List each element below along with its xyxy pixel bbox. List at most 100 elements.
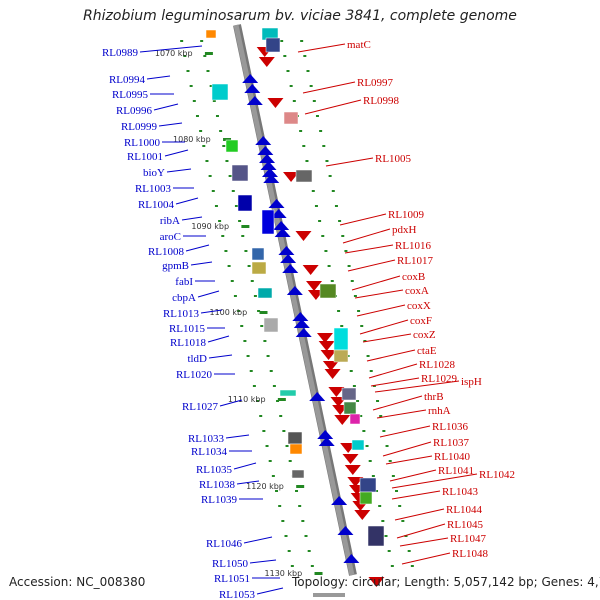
forward-gene-arrow [292,312,309,321]
scale-dash [298,505,302,507]
scale-dash [234,205,238,207]
scale-dash [331,190,335,192]
gene-category-block [351,439,365,451]
forward-gene-arrow [293,319,310,328]
scale-dash [278,505,282,507]
scale-dash [315,115,319,117]
scale-dash [228,175,232,177]
scale-dash [183,55,187,57]
scale-dash [252,385,256,387]
scale-dash [328,175,332,177]
gene-category-block [257,287,273,299]
gene-leader-line [166,168,192,173]
scale-dash [375,490,379,492]
scale-dash [390,565,394,567]
scale-dash [209,85,213,87]
scale-dash [272,385,276,387]
scale-dash [401,520,405,522]
gene-label-coxf: coxF [410,315,432,327]
scale-dash [271,475,275,477]
forward-gene-arrow [318,437,335,446]
gene-leader-line [325,157,374,167]
gene-category-block [295,169,313,183]
gene-label-rl0989: RL0989 [102,47,139,59]
scale-dash [352,385,356,387]
gene-category-block [289,443,303,455]
scale-dash [286,70,290,72]
scale-dash [357,310,361,312]
gene-label-tldd: tldD [187,353,207,365]
gene-leader-line [243,536,273,544]
gene-label-thrb: thrB [424,391,444,403]
gene-label-coxb: coxB [402,271,425,283]
gene-category-block [261,209,275,235]
scale-dash [311,190,315,192]
scale-dash [202,145,206,147]
forward-gene-arrow [280,254,297,263]
forward-gene-arrow [246,96,263,105]
scale-dash [407,550,411,552]
scale-dash [353,295,357,297]
scale-dash [391,475,395,477]
kbp-tick-label: 1070 kbp [155,49,193,58]
scale-dash [219,130,223,132]
gene-leader-line [359,319,409,335]
gene-label-rl1046: RL1046 [206,538,243,550]
scale-dash [371,475,375,477]
scale-dash [299,130,303,132]
gene-leader-line [175,197,199,205]
scale-dash [327,265,331,267]
genome-summary-text: Topology: circular; Length: 5,057,142 bp… [292,575,600,589]
gene-label-rl1038: RL1038 [199,479,236,491]
gene-leader-line [394,508,445,521]
gene-category-block [283,111,299,125]
gene-leader-line [370,377,420,387]
forward-gene-arrow [259,154,276,163]
label-layer: 1070 kbp 1080 kbp 1090 kbp 1100 kbp 1110 kbp… [102,39,515,600]
scale-dash [372,385,376,387]
gene-leader-line [379,425,431,438]
gene-label-rl1053: RL1053 [219,589,256,600]
gene-category-block [263,317,279,333]
scale-dash [309,85,313,87]
gene-label-rl1043: RL1043 [442,486,479,498]
scale-dash [287,550,291,552]
forward-gene-arrow [260,161,277,170]
scale-dash [304,535,308,537]
forward-gene-arrow [278,246,295,255]
scale-dash [180,40,184,42]
gene-leader-line [256,587,284,595]
reverse-gene-arrow [295,231,312,241]
gene-leader-line [372,395,423,411]
gene-label-ctae: ctaE [417,345,437,357]
scale-dash [330,280,334,282]
gene-label-isph: ispH [461,376,482,388]
gene-leader-line [382,441,432,457]
scale-dash [379,415,383,417]
gene-label-cbpa: cbpA [172,292,196,304]
gene-label-coxz: coxZ [413,329,436,341]
gene-leader-line [354,289,404,299]
gene-leader-line [399,537,449,547]
gene-leader-line [225,434,250,439]
gene-label-rl1041: RL1041 [438,465,474,477]
reverse-gene-arrow [318,341,335,351]
gene-label-aroc: aroC [160,231,181,243]
gene-category-block [237,194,253,212]
scale-dash [366,355,370,357]
reverse-gene-arrow [316,333,333,343]
scale-dash [203,55,207,57]
gene-leader-line [190,261,213,266]
gene-leader-line [185,244,210,252]
scale-dash [349,370,353,372]
gene-label-rl1018: RL1018 [170,337,207,349]
gene-category-block [251,247,265,261]
forward-gene-arrow [244,84,261,93]
gene-leader-line [200,309,223,314]
accession-text: Accession: NC_008380 [9,575,146,589]
scale-dash [233,295,237,297]
scale-dash [388,460,392,462]
forward-gene-arrow [273,221,290,230]
gene-label-riba: ribA [160,215,180,227]
